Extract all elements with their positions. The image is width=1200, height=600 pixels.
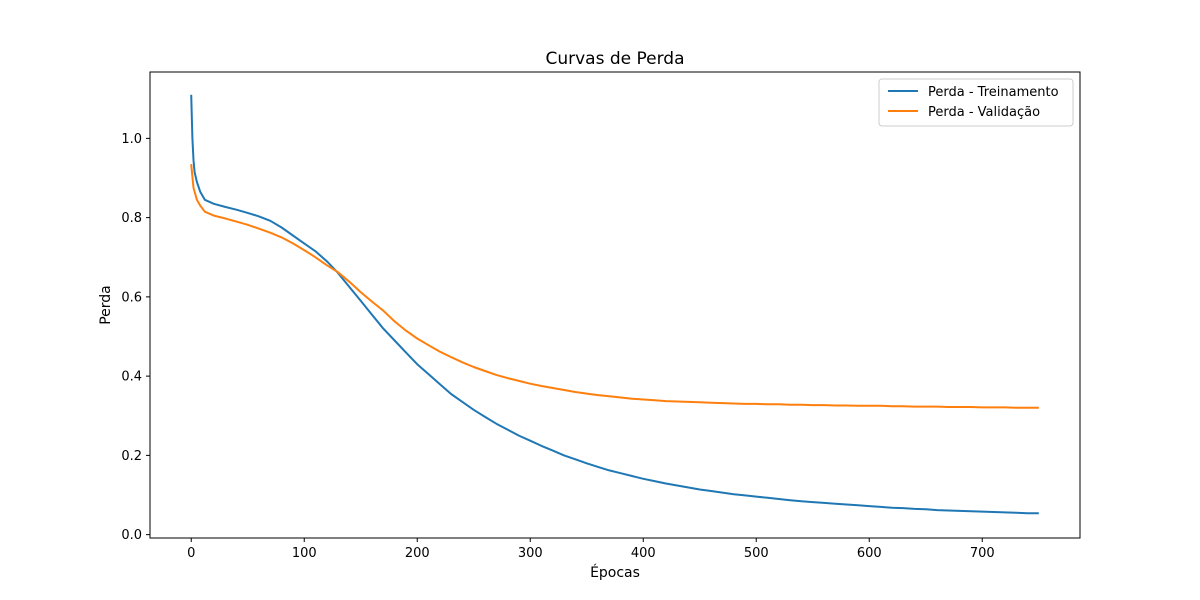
x-tick-label: 700: [970, 546, 995, 561]
chart-title: Curvas de Perda: [545, 49, 684, 69]
x-tick-label: 400: [631, 546, 656, 561]
y-tick-label: 0.6: [121, 290, 142, 305]
legend-label-validation: Perda - Validação: [928, 105, 1040, 120]
x-tick-label: 0: [187, 546, 195, 561]
legend-box: [878, 78, 1074, 127]
series-layer: [190, 94, 1039, 515]
y-tick-label: 0.8: [121, 211, 142, 226]
x-axis: 0 100 200 300 400 500 600 700: [187, 538, 995, 561]
y-tick-label: 1.0: [121, 132, 142, 147]
x-tick-label: 300: [518, 546, 543, 561]
y-tick-label: 0.2: [121, 449, 142, 464]
training-loss-line: [190, 94, 1039, 515]
y-axis: 0.0 0.2 0.4 0.6 0.8 1.0: [121, 132, 150, 543]
x-axis-label: Épocas: [590, 564, 640, 581]
legend: Perda - Treinamento Perda - Validação: [878, 78, 1074, 127]
plot-frame: [149, 71, 1081, 539]
x-tick-label: 100: [292, 546, 317, 561]
x-tick-label: 600: [857, 546, 882, 561]
legend-label-training: Perda - Treinamento: [928, 85, 1059, 100]
y-axis-label: Perda: [98, 285, 114, 325]
y-tick-label: 0.4: [121, 370, 142, 385]
y-tick-label: 0.0: [121, 528, 142, 543]
x-tick-label: 200: [405, 546, 430, 561]
validation-loss-line: [190, 164, 1039, 409]
x-tick-label: 500: [744, 546, 769, 561]
